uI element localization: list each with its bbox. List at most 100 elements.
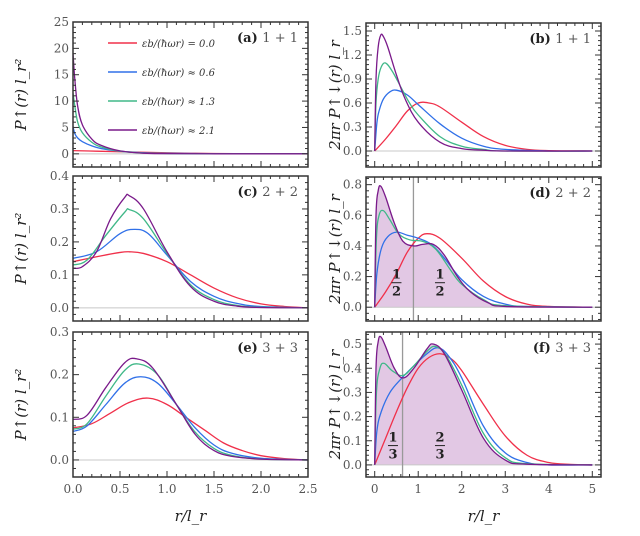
panel-a: 0 5 10 15 20 25 P↑(r) l_r² (a) 1 + 1 εb/(ħωr) = … xyxy=(12,15,309,168)
y-tick-label: 0.0 xyxy=(343,144,362,158)
y-tick-label: 0.4 xyxy=(343,239,362,253)
series-line-0 xyxy=(374,101,593,152)
y-axis-label: P↑(r) l_r² xyxy=(12,59,30,132)
series-line-0 xyxy=(73,251,308,309)
series-line-3 xyxy=(374,33,593,152)
plot-area xyxy=(73,357,308,461)
fill-area xyxy=(374,185,593,308)
y-tick-label: 0.3 xyxy=(50,325,69,339)
y-tick-label: 0 xyxy=(61,147,69,161)
x-tick-label: 1.5 xyxy=(204,482,223,496)
y-tick-label: 0.8 xyxy=(343,178,362,192)
panel-c: 0.0 0.1 0.2 0.3 0.4 P↑(r) l_r² (c) 2 + 2 xyxy=(12,169,309,322)
panel-label: (e) 3 + 3 xyxy=(237,341,298,356)
series-line-3 xyxy=(374,335,593,466)
legend-label: εb/(ħωr) ≈ 1.3 xyxy=(142,97,215,108)
fraction-denominator: 3 xyxy=(388,448,397,463)
y-axis-label: 2πr P↑↓(r) l_r xyxy=(326,39,344,151)
y-tick-label: 0.1 xyxy=(343,434,362,448)
y-tick-label: 0.9 xyxy=(343,72,362,86)
series-line-1 xyxy=(73,228,308,309)
y-tick-label: 1.5 xyxy=(343,24,362,38)
axes-frame xyxy=(365,176,602,322)
legend-entry: εb/(ħωr) = 0.0 xyxy=(108,39,216,50)
y-tick-label: 0.3 xyxy=(343,385,362,399)
y-axis-label: P↑(r) l_r² xyxy=(12,369,30,442)
y-tick-label: 25 xyxy=(54,15,69,29)
series-line-1 xyxy=(374,89,593,152)
y-tick-label: 0.3 xyxy=(343,120,362,134)
plot-area xyxy=(366,177,601,321)
y-tick-label: 0.1 xyxy=(50,410,69,424)
legend: εb/(ħωr) = 0.0 εb/(ħωr) ≈ 0.6 εb/(ħωr) ≈ 1… xyxy=(108,39,216,137)
series-line-2 xyxy=(374,209,593,308)
plot-area xyxy=(366,332,601,477)
y-tick-label: 0.0 xyxy=(50,453,69,467)
x-tick-label: 2.5 xyxy=(298,482,317,496)
legend-entry: εb/(ħωr) ≈ 2.1 xyxy=(108,126,215,137)
axes-frame xyxy=(365,22,602,168)
series-line-3 xyxy=(73,53,308,155)
panel-label: (d) 2 + 2 xyxy=(529,186,591,201)
x-tick-label: 3 xyxy=(501,482,509,496)
series-line-1 xyxy=(374,231,593,308)
y-tick-label: 0.0 xyxy=(343,458,362,472)
x-tick-label: 4 xyxy=(545,482,553,496)
y-axis-label: 2πr P↑↓(r) l_r xyxy=(326,349,344,461)
y-axis-label: P↑(r) l_r² xyxy=(12,213,30,286)
legend-label: εb/(ħωr) ≈ 0.6 xyxy=(142,68,216,79)
axes-frame xyxy=(72,21,309,168)
fraction-numerator: 1 xyxy=(435,268,444,283)
x-tick-label: 2 xyxy=(458,482,466,496)
fraction-numerator: 1 xyxy=(392,268,401,283)
plot-area xyxy=(73,193,308,309)
fraction-annotation: 12 xyxy=(391,268,402,300)
fraction-annotation: 13 xyxy=(387,431,398,463)
fraction-denominator: 3 xyxy=(435,448,444,463)
y-tick-label: 10 xyxy=(54,94,69,108)
series-line-2 xyxy=(374,62,593,152)
fill-area xyxy=(374,336,593,465)
legend-entry: εb/(ħωr) ≈ 0.6 xyxy=(108,68,216,79)
y-tick-label: 0.3 xyxy=(50,202,69,216)
fraction-annotation: 23 xyxy=(434,431,445,463)
x-axis-label: r/l_r xyxy=(175,507,208,525)
series-line-3 xyxy=(73,357,308,461)
axes-frame xyxy=(72,331,309,478)
plot-area xyxy=(366,33,601,152)
series-line-2 xyxy=(73,363,308,461)
y-tick-label: 5 xyxy=(61,120,69,134)
y-tick-label: 0.1 xyxy=(50,268,69,282)
plot-area xyxy=(73,53,308,155)
panel-label: (a) 1 + 1 xyxy=(237,31,298,46)
series-line-3 xyxy=(374,185,593,308)
x-tick-label: 1 xyxy=(414,482,422,496)
series-line-3 xyxy=(73,193,308,309)
fraction-denominator: 2 xyxy=(392,285,401,300)
y-tick-label: 15 xyxy=(54,68,69,82)
x-tick-label: 5 xyxy=(588,482,596,496)
y-tick-label: 0.0 xyxy=(50,301,69,315)
series-line-1 xyxy=(73,376,308,461)
x-tick-label: 1.0 xyxy=(157,482,176,496)
series-line-2 xyxy=(374,345,593,466)
series-line-0 xyxy=(73,397,308,461)
fraction-annotation: 12 xyxy=(434,268,445,300)
x-tick-label: 0.0 xyxy=(63,482,82,496)
y-tick-label: 0.4 xyxy=(50,169,69,183)
panel-label: (c) 2 + 2 xyxy=(238,185,298,200)
panel-label: (f) 3 + 3 xyxy=(533,341,591,356)
series-line-0 xyxy=(374,233,593,308)
fraction-numerator: 2 xyxy=(435,431,444,446)
y-tick-label: 0.4 xyxy=(343,361,362,375)
fraction-numerator: 1 xyxy=(388,431,397,446)
y-tick-label: 0.2 xyxy=(343,270,362,284)
x-tick-label: 0.5 xyxy=(110,482,129,496)
y-tick-label: 20 xyxy=(54,41,69,55)
x-tick-label: 2.0 xyxy=(251,482,270,496)
y-tick-label: 0.6 xyxy=(343,208,362,222)
